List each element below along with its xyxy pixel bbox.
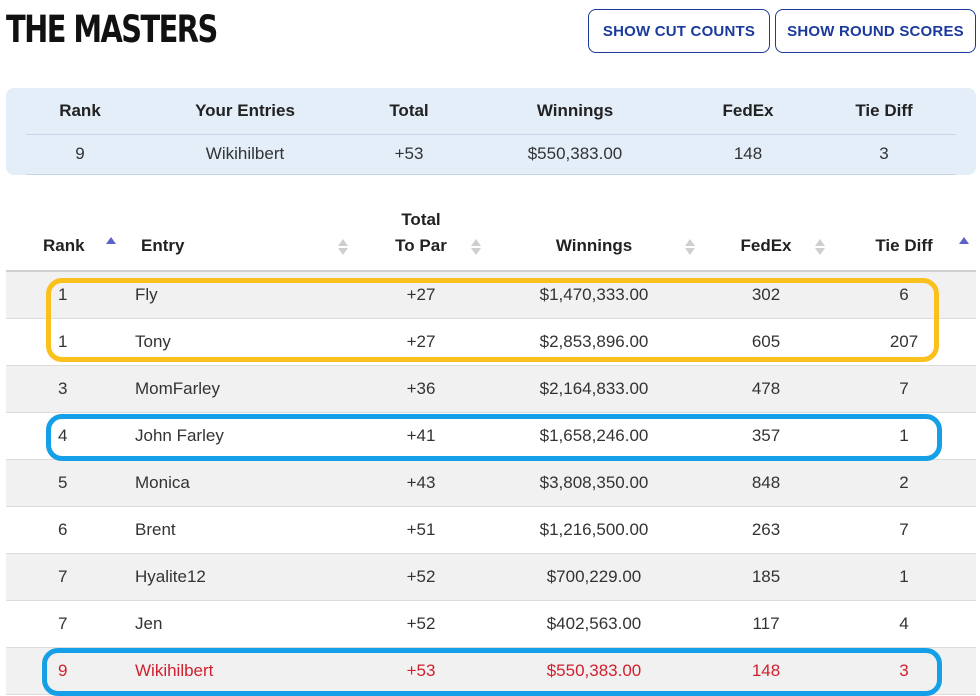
cell-total: +27 [406,332,436,351]
cell-total: +53 [406,661,436,680]
table-row[interactable]: 4 John Farley +41 $1,658,246.00 357 1 [6,413,976,460]
table-row[interactable]: 7 Hyalite12 +52 $700,229.00 185 1 [6,554,976,601]
cell-total: +43 [406,473,436,492]
column-header-entry[interactable]: Entry [141,236,185,255]
cell-winnings: $1,658,246.00 [539,426,649,445]
table-row[interactable]: 7 Jen +52 $402,563.00 117 4 [6,601,976,648]
cell-tie-diff: 4 [899,614,909,633]
cell-fedex: 478 [751,379,781,398]
table-row[interactable]: 1 Fly +27 $1,470,333.00 302 6 [6,272,976,319]
cell-rank: 5 [58,473,68,492]
cell-fedex: 605 [751,332,781,351]
sort-icon[interactable] [338,237,348,257]
cell-total: +51 [406,520,436,539]
column-header-fedex[interactable]: FedEx [740,236,792,255]
summary-header-total: Total [389,101,429,120]
table-row[interactable]: 9 Wikihilbert +53 $550,383.00 148 3 [6,648,976,695]
cell-total: +52 [406,614,436,633]
summary-total: +53 [394,144,424,163]
cell-tie-diff: 6 [899,285,909,304]
column-header-winnings[interactable]: Winnings [555,236,633,255]
cell-entry[interactable]: Hyalite12 [135,567,206,586]
cell-entry[interactable]: Jen [135,614,163,633]
cell-rank: 7 [58,614,68,633]
cell-entry[interactable]: John Farley [135,426,224,445]
leaderboard-table: Rank Entry Total To Par Winnings FedEx T… [6,200,976,695]
summary-winnings: $550,383.00 [527,144,623,163]
show-round-scores-button[interactable]: SHOW ROUND SCORES [775,9,976,53]
cell-rank: 4 [58,426,68,445]
cell-entry[interactable]: Wikihilbert [135,661,214,680]
cell-fedex: 185 [751,567,781,586]
sort-icon[interactable] [815,237,825,257]
cell-entry[interactable]: MomFarley [135,379,221,398]
summary-header-fedex: FedEx [722,101,774,120]
cell-rank: 6 [58,520,68,539]
sort-icon[interactable] [471,237,481,257]
your-entries-summary: Rank Your Entries Total Winnings FedEx T… [6,88,976,175]
cell-tie-diff: 207 [889,332,919,351]
sort-icon[interactable] [685,237,695,257]
cell-fedex: 848 [751,473,781,492]
cell-total: +36 [406,379,436,398]
table-row[interactable]: 3 MomFarley +36 $2,164,833.00 478 7 [6,366,976,413]
summary-tie-diff: 3 [879,144,889,163]
cell-winnings: $550,383.00 [546,661,642,680]
cell-fedex: 302 [751,285,781,304]
cell-fedex: 117 [752,614,780,633]
cell-winnings: $700,229.00 [546,567,642,586]
cell-fedex: 357 [751,426,781,445]
table-row[interactable]: 6 Brent +51 $1,216,500.00 263 7 [6,507,976,554]
cell-tie-diff: 1 [899,567,909,586]
summary-entry-name: Wikihilbert [205,144,285,163]
column-header-total-line2[interactable]: To Par [395,236,447,255]
table-header: Rank Entry Total To Par Winnings FedEx T… [6,200,976,272]
page-title: THE MASTERS [6,8,218,51]
summary-header-winnings: Winnings [536,101,614,120]
cell-winnings: $2,164,833.00 [539,379,649,398]
cell-rank: 1 [58,285,68,304]
summary-divider [26,134,956,135]
cell-tie-diff: 3 [899,661,909,680]
cell-tie-diff: 7 [899,379,909,398]
summary-fedex: 148 [733,144,763,163]
cell-total: +27 [406,285,436,304]
cell-winnings: $1,470,333.00 [539,285,649,304]
summary-bottom-line [26,174,956,175]
sort-ascending-icon[interactable] [959,235,969,255]
table-row[interactable]: 5 Monica +43 $3,808,350.00 848 2 [6,460,976,507]
cell-entry[interactable]: Brent [135,520,176,539]
cell-winnings: $3,808,350.00 [539,473,649,492]
table-body: 1 Fly +27 $1,470,333.00 302 6 1 Tony +27 $2,853,8… [6,272,976,695]
cell-rank: 9 [58,661,68,680]
cell-entry[interactable]: Fly [135,285,158,304]
cell-rank: 3 [58,379,68,398]
cell-tie-diff: 2 [899,473,909,492]
cell-winnings: $1,216,500.00 [539,520,649,539]
column-header-tie-diff[interactable]: Tie Diff [875,236,933,255]
cell-entry[interactable]: Tony [135,332,171,351]
cell-winnings: $402,563.00 [546,614,642,633]
cell-tie-diff: 1 [899,426,909,445]
column-header-total-line1[interactable]: Total [401,210,441,229]
sort-ascending-icon[interactable] [106,235,116,255]
cell-rank: 1 [58,332,68,351]
show-cut-counts-button[interactable]: SHOW CUT COUNTS [588,9,770,53]
cell-rank: 7 [58,567,68,586]
summary-rank: 9 [75,144,85,163]
table-row[interactable]: 1 Tony +27 $2,853,896.00 605 207 [6,319,976,366]
cell-total: +52 [406,567,436,586]
summary-header-entries: Your Entries [195,101,295,120]
summary-header-rank: Rank [59,101,101,120]
cell-winnings: $2,853,896.00 [539,332,649,351]
cell-tie-diff: 7 [899,520,909,539]
cell-entry[interactable]: Monica [135,473,190,492]
summary-header-tie-diff: Tie Diff [855,101,913,120]
cell-total: +41 [406,426,436,445]
cell-fedex: 148 [751,661,781,680]
column-header-rank[interactable]: Rank [43,236,85,255]
cell-fedex: 263 [751,520,781,539]
